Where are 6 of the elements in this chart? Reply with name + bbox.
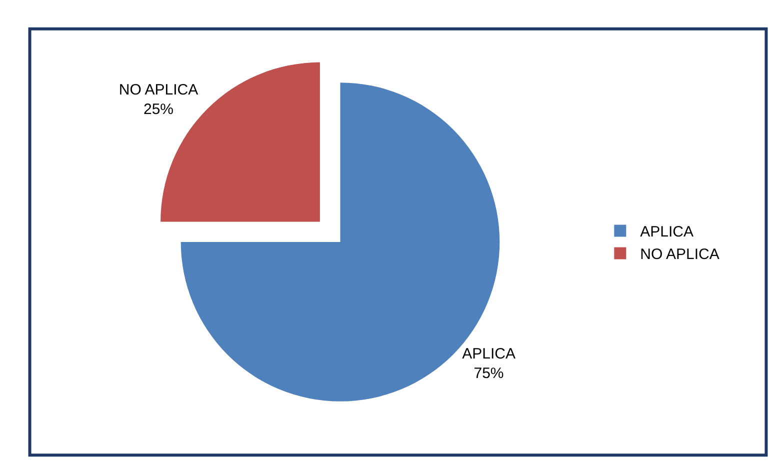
slice-label: APLICA bbox=[462, 346, 516, 363]
legend-label: APLICA bbox=[640, 224, 694, 241]
data-label: 25% bbox=[143, 101, 174, 118]
slice-label: NO APLICA bbox=[118, 82, 198, 99]
data-label: 75% bbox=[474, 365, 504, 382]
legend-label: NO APLICA bbox=[640, 246, 720, 264]
